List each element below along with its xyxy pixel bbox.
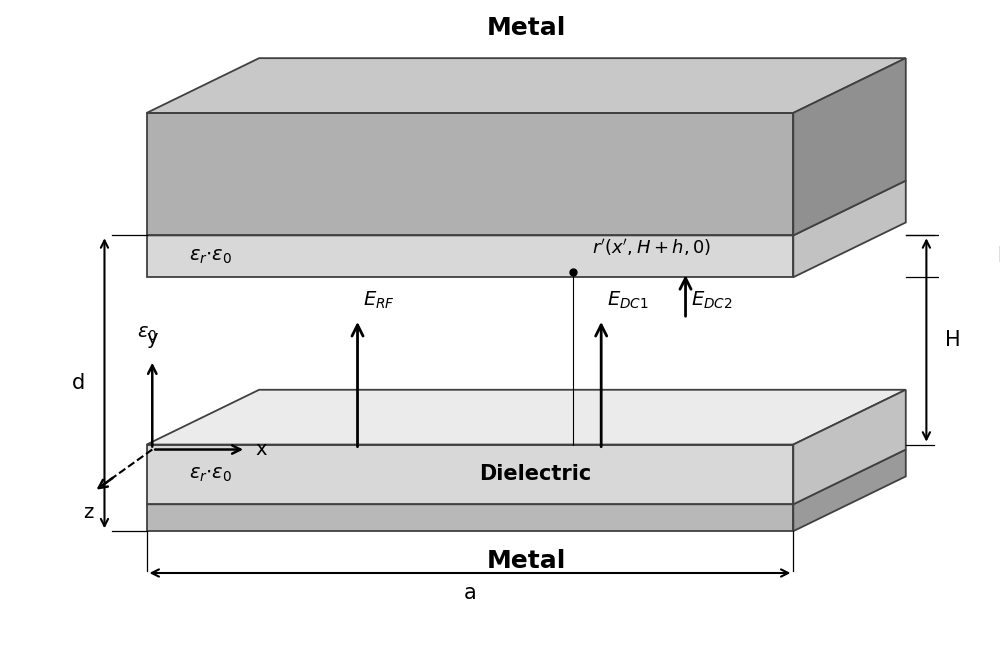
Polygon shape	[147, 390, 906, 444]
Text: x: x	[255, 440, 267, 459]
Polygon shape	[147, 181, 906, 235]
Text: y: y	[147, 329, 158, 348]
Text: H: H	[945, 330, 960, 350]
Text: h: h	[997, 246, 1000, 266]
Polygon shape	[147, 235, 793, 277]
Polygon shape	[147, 113, 793, 235]
Polygon shape	[147, 444, 793, 504]
Text: a: a	[464, 583, 476, 603]
Text: Metal: Metal	[487, 16, 566, 40]
Polygon shape	[147, 58, 906, 113]
Text: $\varepsilon_r{\cdot}\varepsilon_0$: $\varepsilon_r{\cdot}\varepsilon_0$	[189, 465, 232, 484]
Polygon shape	[147, 450, 906, 504]
Text: Dielectric: Dielectric	[479, 464, 592, 484]
Polygon shape	[793, 181, 906, 277]
Text: z: z	[83, 504, 94, 522]
Text: $r'(x',H+h,0)$: $r'(x',H+h,0)$	[592, 237, 711, 258]
Text: Metal: Metal	[487, 549, 566, 573]
Text: d: d	[72, 374, 85, 394]
Text: $E_{DC2}$: $E_{DC2}$	[691, 289, 733, 311]
Polygon shape	[793, 390, 906, 504]
Polygon shape	[147, 504, 793, 531]
Text: $E_{RF}$: $E_{RF}$	[363, 289, 395, 311]
Text: $\varepsilon_r{\cdot}\varepsilon_0$: $\varepsilon_r{\cdot}\varepsilon_0$	[189, 247, 232, 266]
Text: $\varepsilon_0$: $\varepsilon_0$	[137, 323, 158, 342]
Text: $E_{DC1}$: $E_{DC1}$	[607, 289, 649, 311]
Polygon shape	[793, 58, 906, 235]
Polygon shape	[793, 450, 906, 531]
